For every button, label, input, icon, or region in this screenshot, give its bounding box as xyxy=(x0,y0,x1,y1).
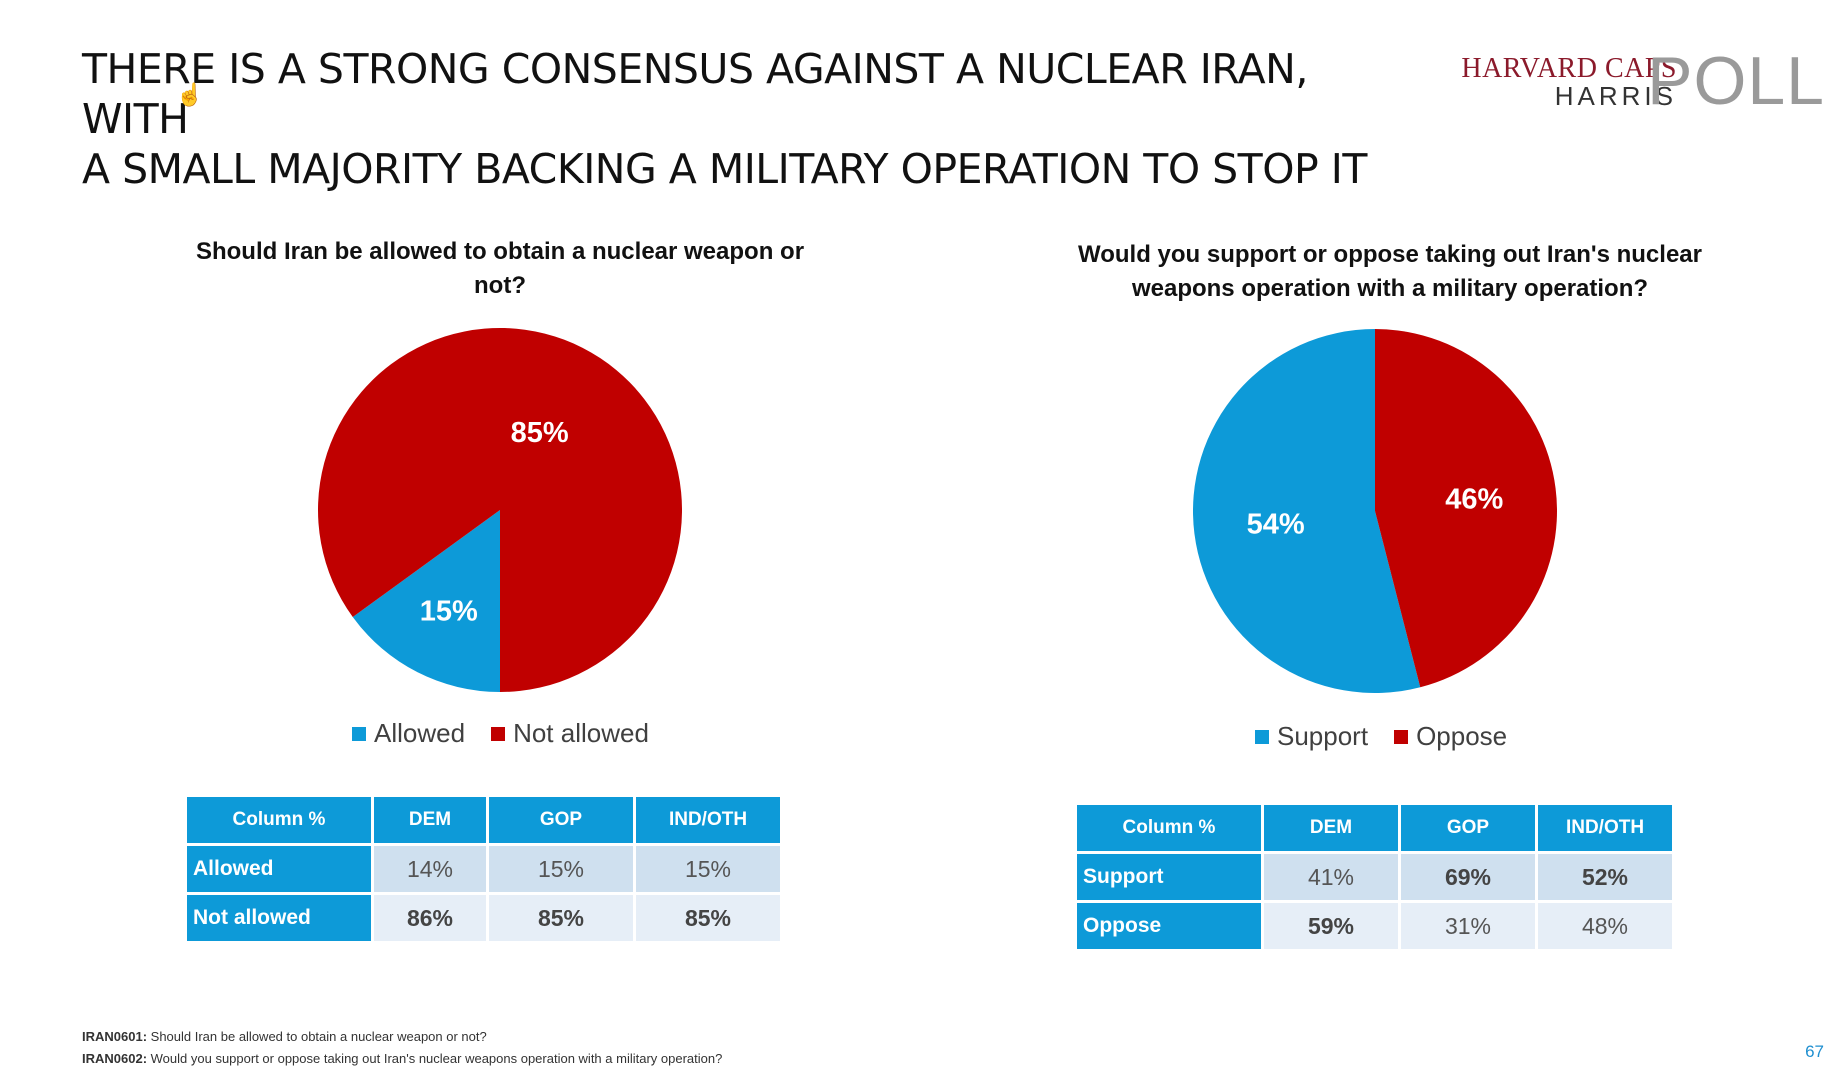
chart2-legend: Support Oppose xyxy=(1255,721,1507,752)
pie-data-label: 85% xyxy=(511,417,569,449)
table-cell: 85% xyxy=(489,895,633,941)
table-header-cell: Column % xyxy=(1077,805,1261,851)
table-cell: 86% xyxy=(374,895,486,941)
footnote-2-text: Would you support or oppose taking out I… xyxy=(147,1051,723,1066)
table-header-cell: IND/OTH xyxy=(636,797,780,843)
harvard-caps-harris-poll-logo: HARVARD CAPS HARRIS POLL xyxy=(1455,43,1825,119)
chart1-legend: Allowed Not allowed xyxy=(352,718,649,749)
legend-item-support: Support xyxy=(1255,721,1368,752)
table-header-row: Column % DEM GOP IND/OTH xyxy=(1077,805,1672,851)
legend-item-oppose: Oppose xyxy=(1394,721,1507,752)
legend-label-not-allowed: Not allowed xyxy=(513,718,649,748)
title-line-1: THERE IS A STRONG CONSENSUS AGAINST A NU… xyxy=(82,45,1308,143)
table-cell: 31% xyxy=(1401,903,1535,949)
table-cell: 14% xyxy=(374,846,486,892)
pie-slice-allowed xyxy=(352,510,500,692)
chart1-title: Should Iran be allowed to obtain a nucle… xyxy=(160,235,840,303)
table-cell: 41% xyxy=(1264,854,1398,900)
footnotes: IRAN0601: Should Iran be allowed to obta… xyxy=(82,1026,722,1070)
table-header-cell: Column % xyxy=(187,797,371,843)
pie-slice-support xyxy=(1193,329,1421,693)
table-row: Oppose 59% 31% 48% xyxy=(1077,903,1672,949)
table-header-cell: IND/OTH xyxy=(1538,805,1672,851)
table-cell: 15% xyxy=(489,846,633,892)
legend-swatch-oppose xyxy=(1394,729,1409,744)
table-header-cell: GOP xyxy=(1401,805,1535,851)
chart2-pie: 54% 46% xyxy=(1193,329,1557,693)
table-cell: 52% xyxy=(1538,854,1672,900)
pie-data-label: 15% xyxy=(420,596,478,628)
chart1-pie: 15% 85% xyxy=(318,328,682,692)
legend-item-allowed: Allowed xyxy=(352,718,465,749)
footnote-1: IRAN0601: Should Iran be allowed to obta… xyxy=(82,1026,722,1048)
chart2-title-line-1: Would you support or oppose taking out I… xyxy=(1078,241,1702,268)
crosstab-table-2: Column % DEM GOP IND/OTH Support 41% 69%… xyxy=(1074,802,1675,952)
table-row: Not allowed 86% 85% 85% xyxy=(187,895,780,941)
page-number: 67 xyxy=(1805,1042,1824,1061)
row-label: Not allowed xyxy=(187,895,371,941)
crosstab-table-1: Column % DEM GOP IND/OTH Allowed 14% 15%… xyxy=(184,794,783,944)
pie-data-label: 46% xyxy=(1445,483,1503,515)
pie-data-label: 54% xyxy=(1247,509,1305,541)
table-row: Allowed 14% 15% 15% xyxy=(187,846,780,892)
legend-label-oppose: Oppose xyxy=(1416,721,1508,751)
table-row: Support 41% 69% 52% xyxy=(1077,854,1672,900)
page-title: THERE IS A STRONG CONSENSUS AGAINST A NU… xyxy=(82,44,1422,194)
logo-line-1: HARVARD CAPS xyxy=(1461,53,1677,84)
footnote-2: IRAN0602: Would you support or oppose ta… xyxy=(82,1048,722,1070)
chart2-title: Would you support or oppose taking out I… xyxy=(1040,238,1740,306)
legend-swatch-not-allowed xyxy=(491,726,506,741)
table-header-row: Column % DEM GOP IND/OTH xyxy=(187,797,780,843)
table-cell: 85% xyxy=(636,895,780,941)
footnote-2-code: IRAN0602: xyxy=(82,1051,148,1066)
table-cell: 69% xyxy=(1401,854,1535,900)
table-cell: 59% xyxy=(1264,903,1398,949)
legend-label-support: Support xyxy=(1277,721,1369,751)
table-header-cell: DEM xyxy=(374,797,486,843)
chart2-title-line-2: weapons operation with a military operat… xyxy=(1131,275,1649,302)
table-cell: 15% xyxy=(636,846,780,892)
logo-poll: POLL xyxy=(1647,43,1825,119)
footnote-1-text: Should Iran be allowed to obtain a nucle… xyxy=(147,1029,487,1044)
footnote-1-code: IRAN0601: xyxy=(82,1029,148,1044)
logo-line-2: HARRIS xyxy=(1554,81,1677,111)
table-header-cell: GOP xyxy=(489,797,633,843)
title-line-2: A SMALL MAJORITY BACKING A MILITARY OPER… xyxy=(82,145,1367,193)
legend-swatch-support xyxy=(1255,729,1269,744)
row-label: Oppose xyxy=(1077,903,1261,949)
table-header-cell: DEM xyxy=(1264,805,1398,851)
pie-slice-not-allowed xyxy=(318,328,682,692)
row-label: Allowed xyxy=(187,846,371,892)
pie-slice-oppose xyxy=(1375,329,1557,688)
legend-item-not-allowed: Not allowed xyxy=(491,718,649,749)
row-label: Support xyxy=(1077,854,1261,900)
legend-label-allowed: Allowed xyxy=(374,718,466,748)
hand-cursor-icon: ☝ xyxy=(176,82,204,107)
chart1-title-line-1: Should Iran be allowed to obtain a nucle… xyxy=(195,238,805,265)
table-cell: 48% xyxy=(1538,903,1672,949)
legend-swatch-allowed xyxy=(352,726,366,741)
chart1-title-line-2: not? xyxy=(474,272,526,299)
